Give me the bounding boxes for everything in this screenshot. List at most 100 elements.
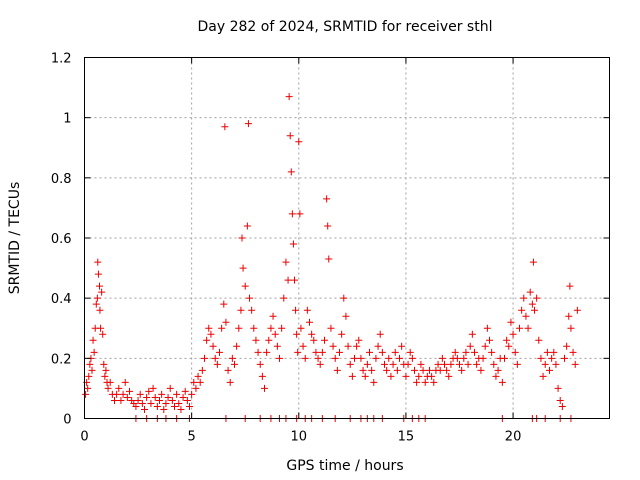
data-point <box>556 396 564 404</box>
data-point <box>228 354 236 362</box>
data-point <box>391 348 399 356</box>
data-point <box>415 372 423 380</box>
data-point <box>554 384 562 392</box>
data-point <box>297 324 305 332</box>
data-point <box>561 354 568 362</box>
data-point <box>460 354 468 362</box>
data-point <box>324 222 332 230</box>
data-point <box>567 324 575 332</box>
data-point <box>218 324 226 332</box>
data-point <box>411 366 418 374</box>
data-point <box>434 360 442 368</box>
data-point <box>207 330 215 338</box>
y-tick-label: 0 <box>63 413 71 428</box>
data-point <box>359 366 367 374</box>
data-point <box>183 396 191 404</box>
data-point <box>413 378 421 386</box>
data-point <box>252 336 260 344</box>
data-point <box>494 366 502 374</box>
data-point <box>92 300 100 308</box>
data-point <box>428 372 436 380</box>
data-point <box>156 396 163 404</box>
x-tick-label: 15 <box>398 430 415 445</box>
data-point <box>533 294 541 302</box>
data-point <box>239 264 247 272</box>
data-point <box>421 378 429 386</box>
data-point <box>501 354 508 362</box>
data-point <box>203 336 211 344</box>
data-point <box>256 360 264 368</box>
data-point <box>548 354 556 362</box>
data-point <box>520 294 528 302</box>
data-point <box>85 372 93 380</box>
data-point <box>179 393 187 401</box>
data-point <box>308 330 316 338</box>
data-point <box>490 360 498 368</box>
data-point <box>327 324 335 332</box>
data-point <box>98 288 106 296</box>
data-point <box>222 318 230 326</box>
x-tick-label: 10 <box>291 430 308 445</box>
data-point <box>479 354 487 362</box>
data-point <box>244 120 252 128</box>
data-point <box>366 348 373 356</box>
data-point <box>119 390 127 398</box>
data-point <box>216 348 223 356</box>
data-point <box>430 378 438 386</box>
data-point <box>295 138 303 146</box>
data-point <box>123 393 131 401</box>
x-tick-label: 5 <box>188 430 196 445</box>
data-point <box>192 384 200 392</box>
data-point <box>314 354 322 362</box>
data-point <box>458 366 466 374</box>
data-point <box>224 366 232 374</box>
data-point <box>310 336 318 344</box>
data-point <box>149 384 157 392</box>
data-point <box>280 294 288 302</box>
data-point <box>132 402 140 410</box>
data-point <box>301 354 309 362</box>
data-point <box>171 402 178 410</box>
y-tick-label: 0.6 <box>51 232 72 247</box>
data-point <box>231 360 238 368</box>
data-point <box>529 258 537 266</box>
data-point <box>481 342 489 350</box>
data-point <box>507 318 515 326</box>
data-point <box>537 354 545 362</box>
data-point <box>543 348 551 356</box>
data-point <box>96 282 103 290</box>
data-point <box>213 360 221 368</box>
data-point <box>198 366 206 374</box>
data-point <box>546 366 553 374</box>
data-point <box>211 354 219 362</box>
data-point <box>104 384 112 392</box>
data-point <box>438 354 446 362</box>
data-point <box>126 387 133 395</box>
data-point <box>121 378 129 386</box>
data-point <box>220 300 228 308</box>
data-point <box>323 195 331 203</box>
data-point <box>550 348 558 356</box>
data-point <box>205 324 213 332</box>
data-point <box>456 360 463 368</box>
y-tick-label: 1.2 <box>51 52 72 67</box>
data-point <box>518 306 526 314</box>
data-point <box>331 354 339 362</box>
data-point <box>451 348 459 356</box>
data-point <box>289 240 297 248</box>
data-point <box>483 324 491 332</box>
data-point <box>138 399 146 407</box>
data-point <box>524 324 532 332</box>
data-point <box>141 405 148 413</box>
data-point <box>276 354 283 362</box>
data-point <box>406 348 414 356</box>
data-point <box>353 342 361 350</box>
data-point <box>201 354 208 362</box>
data-point <box>565 312 573 320</box>
data-point <box>94 270 102 278</box>
data-point <box>528 300 536 308</box>
data-point <box>243 222 251 230</box>
data-point <box>115 384 123 392</box>
data-point <box>111 396 118 404</box>
data-point <box>466 342 474 350</box>
